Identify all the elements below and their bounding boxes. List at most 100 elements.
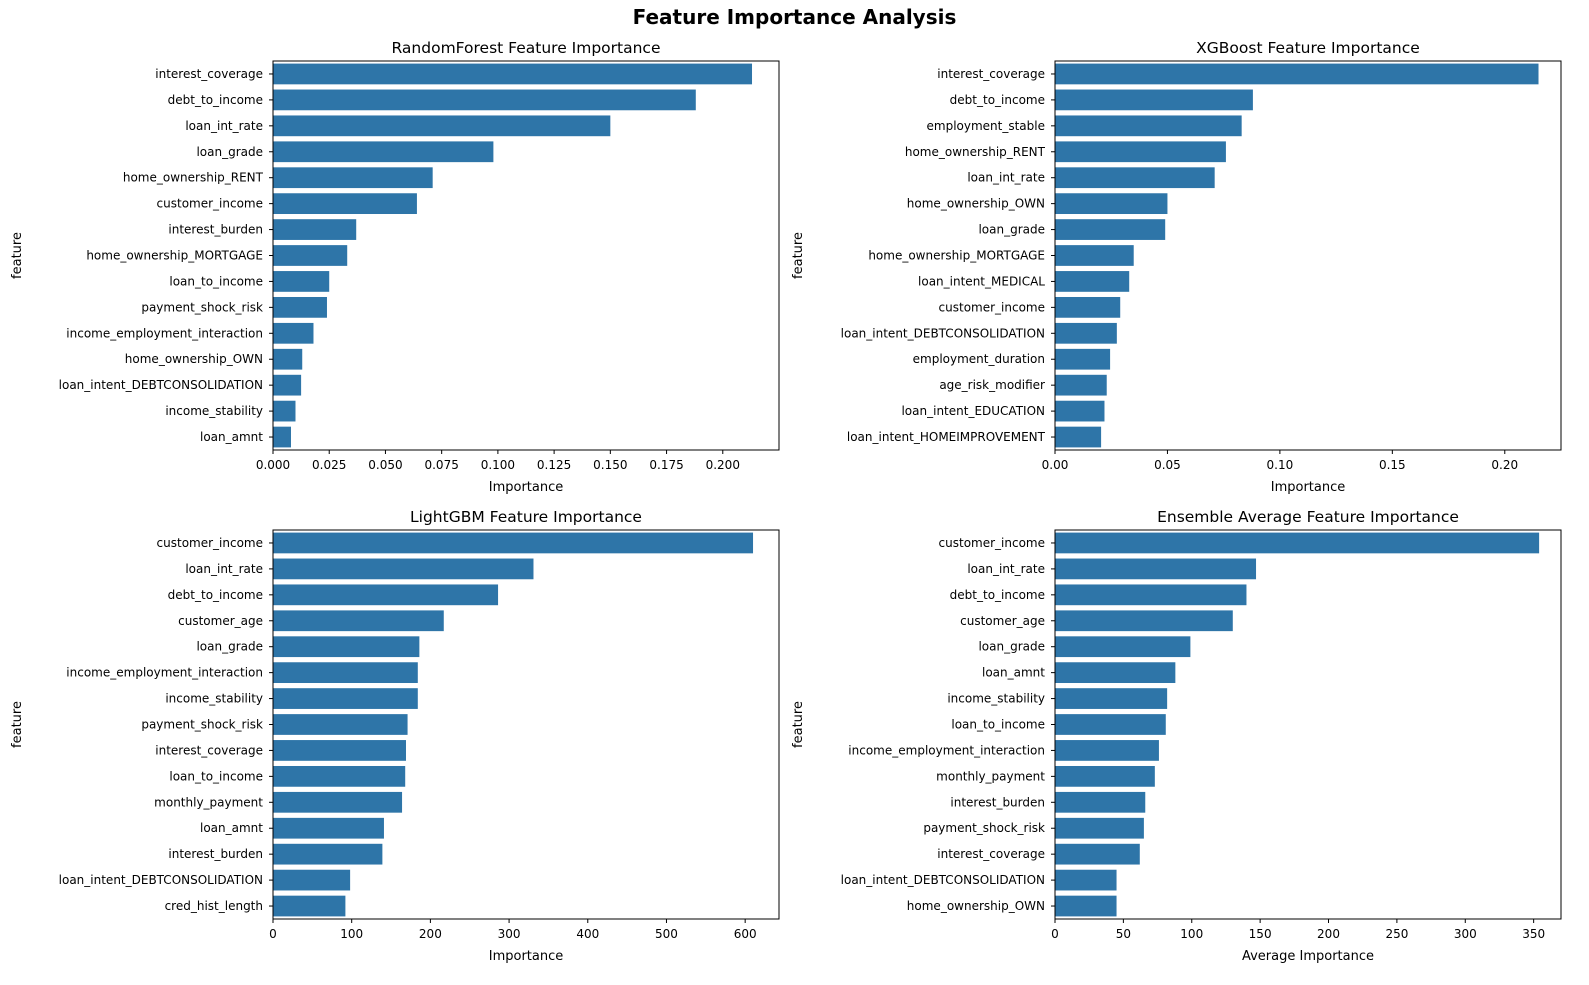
bar-loan-int-rate (1055, 167, 1215, 189)
y-tick-label-loan-intent-medical: loan_intent_MEDICAL (918, 274, 1045, 288)
bar-income-stability (273, 400, 296, 422)
bar-income-employment-interaction (273, 662, 418, 684)
y-axis-label: feature (10, 701, 25, 748)
x-axis-label: Average Importance (1242, 949, 1374, 964)
bar-home-ownership-mortgage (273, 245, 348, 266)
bar-age-risk-modifier (1055, 374, 1107, 396)
y-tick-label-loan-intent-debtconsolidation: loan_intent_DEBTCONSOLIDATION (841, 326, 1045, 340)
x-tick-label: 0.200 (706, 458, 740, 472)
bar-interest-coverage (1055, 843, 1140, 865)
x-tick-label: 150 (1249, 927, 1272, 941)
y-tick-label-customer-income: customer_income (157, 536, 263, 550)
x-axis-label: Importance (1271, 480, 1346, 495)
bar-loan-int-rate (1055, 558, 1257, 580)
y-tick-label-loan-int-rate: loan_int_rate (967, 562, 1045, 576)
y-tick-label-income-stability: income_stability (947, 692, 1045, 706)
y-tick-label-loan-amnt: loan_amnt (200, 821, 263, 835)
y-tick-label-employment-stable: employment_stable (927, 119, 1046, 133)
y-tick-label-income-stability: income_stability (165, 692, 263, 706)
x-axis-label: Importance (489, 949, 564, 964)
x-tick-label: 0.100 (481, 458, 515, 472)
y-tick-label-income-employment-interaction: income_employment_interaction (66, 666, 263, 680)
y-axis-label: feature (10, 232, 25, 279)
x-tick-label: 250 (1385, 927, 1408, 941)
bar-loan-intent-homeimprovement (1055, 426, 1102, 448)
bar-debt-to-income (273, 584, 499, 606)
plot-frame (272, 60, 780, 451)
y-tick-label-payment-shock-risk: payment_shock_risk (141, 718, 263, 732)
y-tick-label-monthly-payment: monthly_payment (154, 795, 263, 809)
x-tick-label: 350 (1522, 927, 1545, 941)
x-tick-label: 0.15 (1379, 458, 1406, 472)
bar-cred-hist-length (273, 895, 346, 917)
bar-customer-income (1055, 296, 1121, 318)
bar-loan-to-income (273, 271, 330, 292)
y-tick-label-debt-to-income: debt_to_income (168, 588, 263, 602)
ensemble-chart-title: Ensemble Average Feature Importance (1157, 508, 1459, 526)
y-tick-label-loan-int-rate: loan_int_rate (967, 171, 1045, 185)
lightgbm-panel: LightGBM Feature Importance customer_inco… (10, 508, 780, 964)
y-tick-label-loan-to-income: loan_to_income (951, 718, 1045, 732)
randomforest-panel: RandomForest Feature Importance interest_… (10, 39, 780, 495)
y-tick-label-home-ownership-rent: home_ownership_RENT (123, 171, 264, 185)
y-tick-label-interest-coverage: interest_coverage (937, 67, 1045, 81)
bar-loan-intent-debtconsolidation (1055, 869, 1117, 891)
bar-monthly-payment (273, 791, 403, 813)
x-tick-label: 50 (1116, 927, 1131, 941)
x-tick-label: 500 (655, 927, 678, 941)
x-tick-label: 0.025 (312, 458, 346, 472)
y-tick-label-customer-income: customer_income (939, 300, 1045, 314)
y-tick-label-loan-to-income: loan_to_income (169, 769, 263, 783)
y-tick-label-home-ownership-own: home_ownership_OWN (907, 899, 1045, 913)
y-tick-label-interest-coverage: interest_coverage (155, 67, 263, 81)
bar-interest-coverage (1055, 63, 1539, 85)
x-tick-label: 0.050 (368, 458, 402, 472)
bar-employment-duration (1055, 348, 1111, 370)
x-tick-label: 0.125 (537, 458, 571, 472)
xgboost-chart-title: XGBoost Feature Importance (1196, 39, 1420, 57)
bar-income-stability (1055, 688, 1168, 709)
bar-customer-income (273, 193, 417, 215)
bar-loan-amnt (1055, 662, 1176, 684)
y-tick-label-age-risk-modifier: age_risk_modifier (939, 378, 1045, 392)
y-tick-label-interest-burden: interest_burden (950, 795, 1045, 809)
y-tick-label-payment-shock-risk: payment_shock_risk (141, 300, 263, 314)
bar-interest-coverage (273, 740, 406, 761)
bar-loan-grade (273, 141, 494, 163)
bar-customer-income (1055, 532, 1540, 554)
y-tick-label-loan-int-rate: loan_int_rate (185, 562, 263, 576)
bar-home-ownership-own (1055, 193, 1168, 215)
bar-loan-amnt (273, 817, 384, 839)
bar-payment-shock-risk (1055, 817, 1144, 839)
bar-customer-age (273, 610, 444, 632)
x-tick-label: 0 (1051, 927, 1059, 941)
bar-income-employment-interaction (1055, 740, 1159, 761)
bar-customer-age (1055, 610, 1233, 632)
bar-loan-to-income (273, 765, 406, 787)
bar-loan-intent-debtconsolidation (1055, 322, 1117, 344)
bar-interest-burden (1055, 791, 1146, 813)
bar-income-stability (273, 688, 418, 709)
y-axis-label: feature (791, 701, 806, 748)
y-tick-label-loan-grade: loan_grade (196, 640, 263, 654)
x-tick-label: 300 (498, 927, 521, 941)
bar-income-employment-interaction (273, 322, 314, 344)
bar-interest-burden (273, 843, 383, 865)
y-tick-label-home-ownership-mortgage: home_ownership_MORTGAGE (86, 249, 263, 263)
plot-frame (1054, 529, 1562, 920)
x-tick-label: 300 (1454, 927, 1477, 941)
bar-interest-burden (273, 219, 357, 240)
x-tick-label: 0.175 (649, 458, 683, 472)
xgboost-panel: XGBoost Feature Importance interest_cover… (791, 39, 1562, 495)
plot-frame (272, 529, 780, 920)
x-tick-label: 0.000 (256, 458, 290, 472)
randomforest-chart-title: RandomForest Feature Importance (392, 39, 661, 57)
bar-loan-intent-debtconsolidation (273, 869, 351, 891)
x-axis-label: Importance (489, 480, 564, 495)
bar-loan-intent-debtconsolidation (273, 374, 302, 396)
bar-loan-int-rate (273, 558, 534, 580)
bar-loan-amnt (273, 426, 291, 448)
x-tick-label: 200 (419, 927, 442, 941)
bar-home-ownership-rent (1055, 141, 1226, 163)
